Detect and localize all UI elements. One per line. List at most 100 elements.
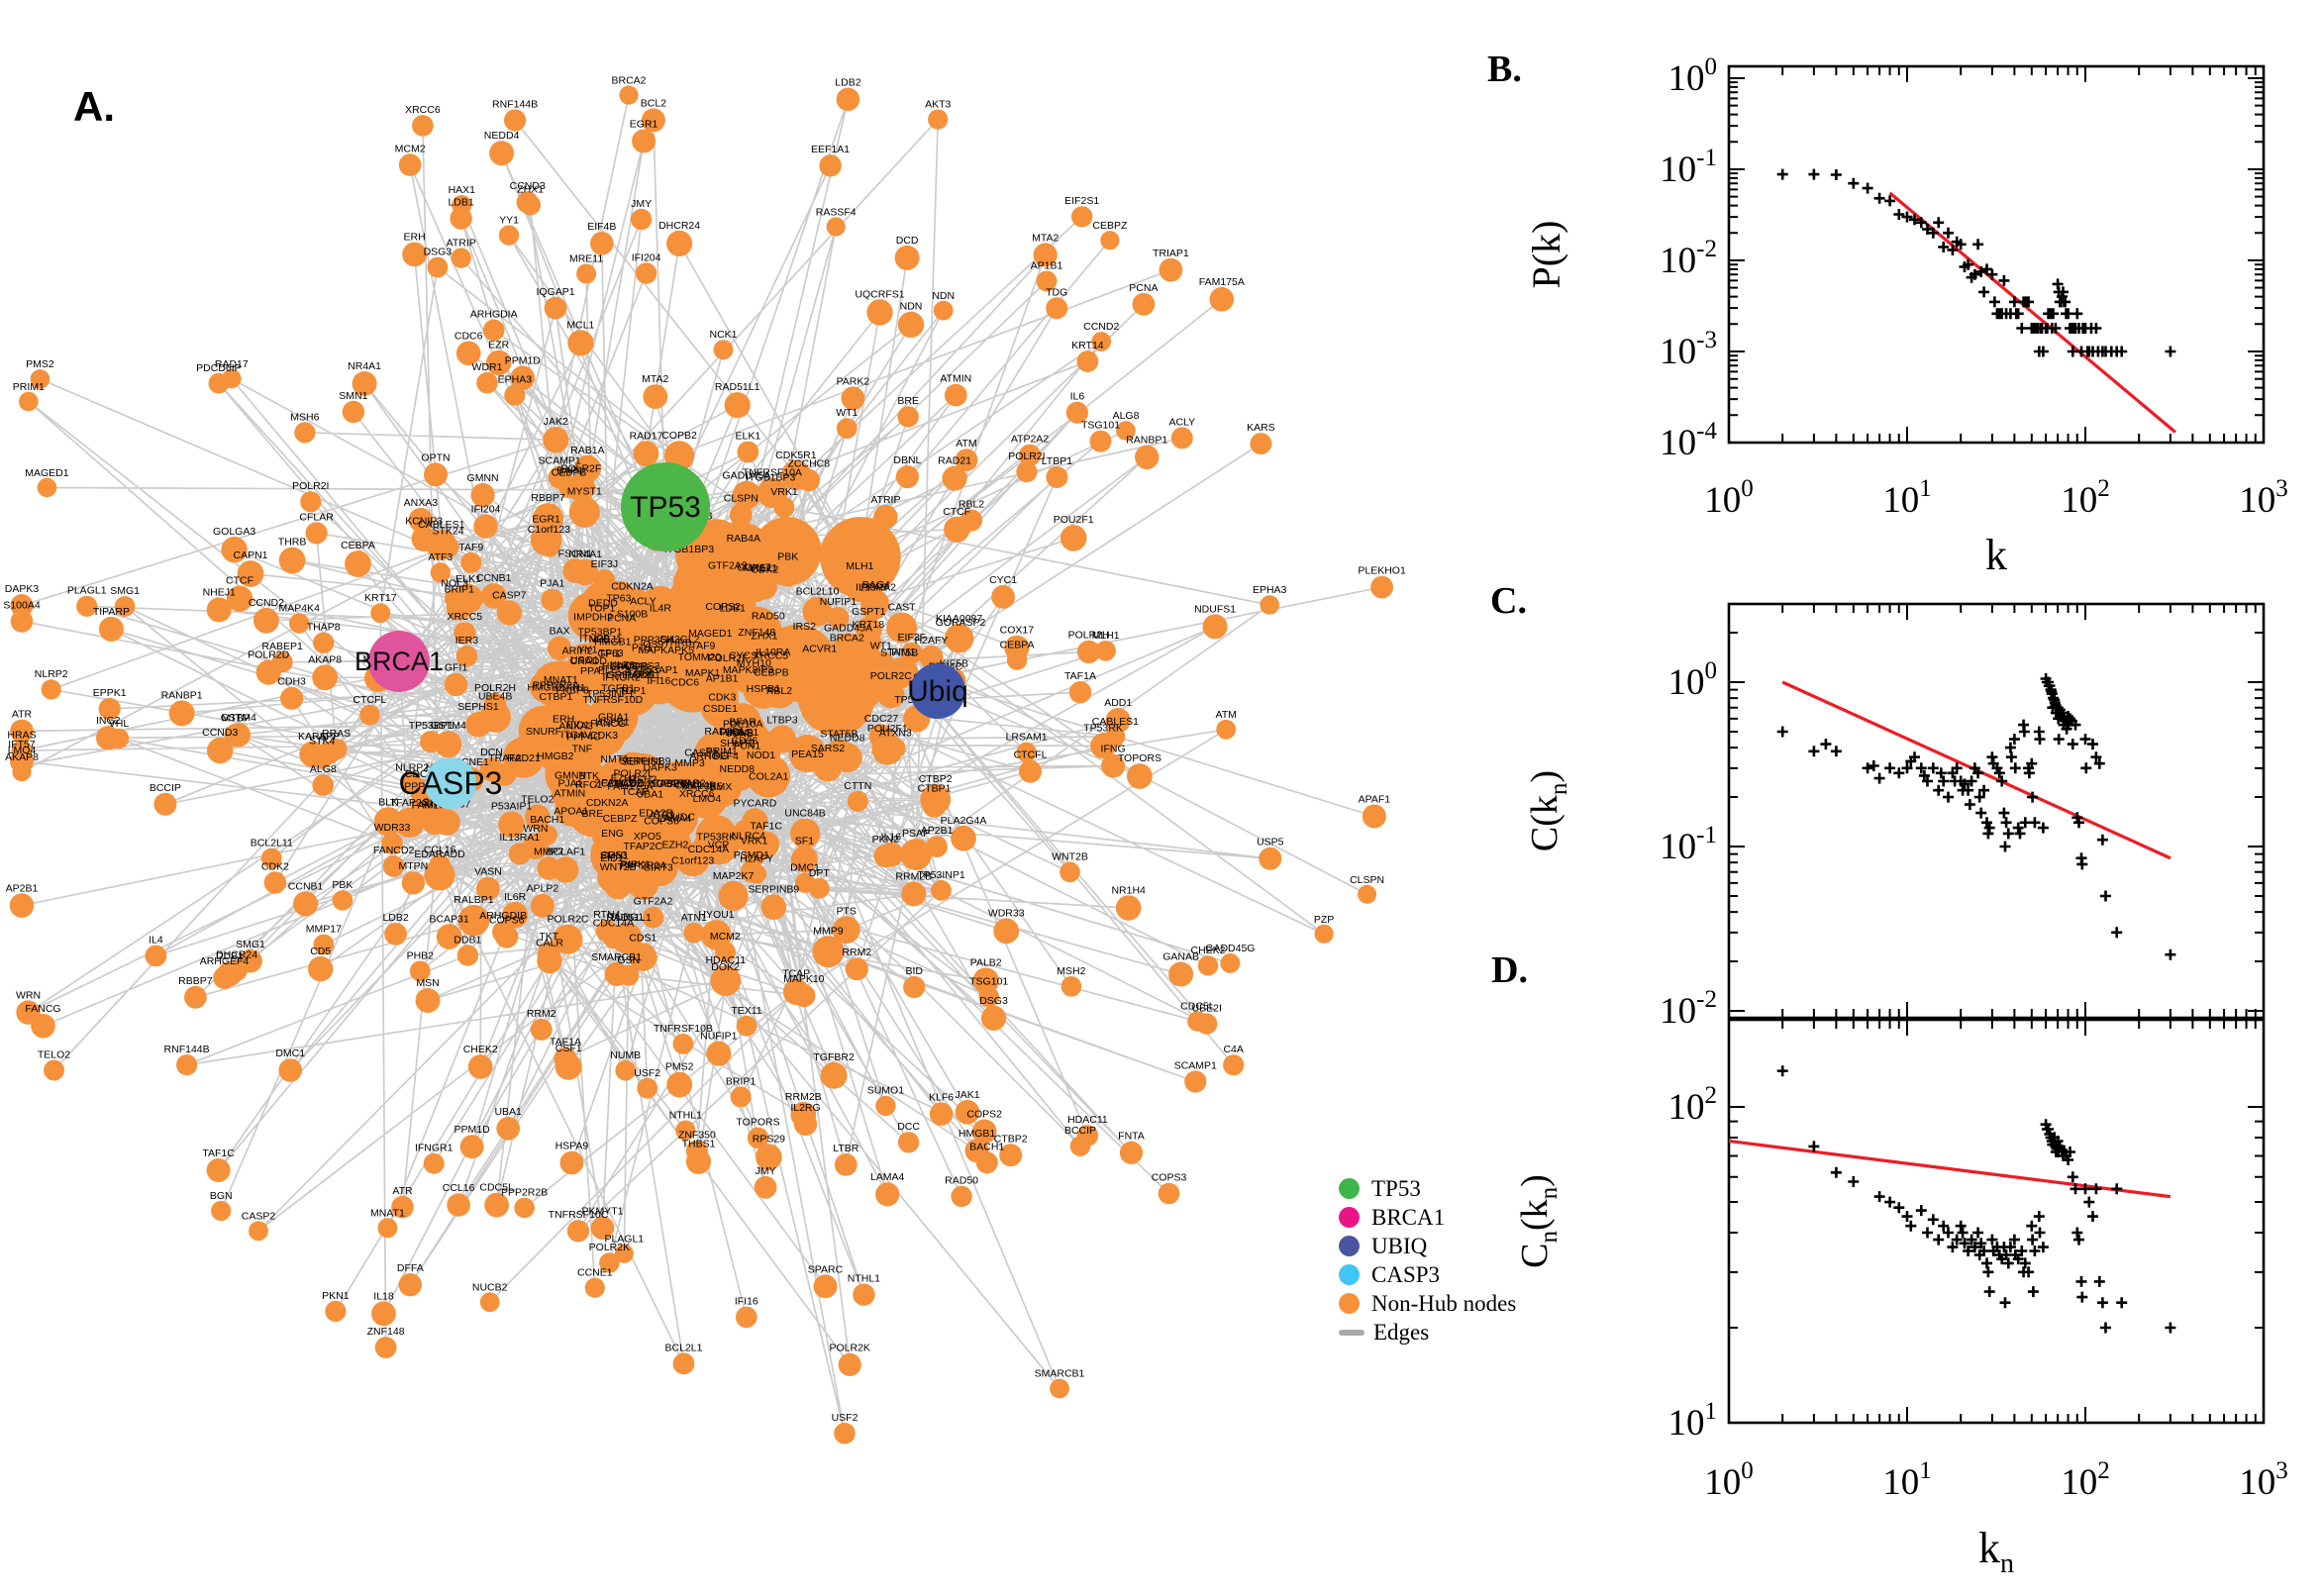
network-node bbox=[832, 916, 860, 945]
network-node-label: GRIA1 bbox=[598, 712, 630, 724]
network-node-label: MAP3K5 bbox=[681, 781, 723, 793]
network-node-label: POU2F1 bbox=[867, 723, 908, 735]
network-node-label: HRAS bbox=[7, 730, 36, 742]
network-node-label: RAD50 bbox=[752, 611, 785, 623]
network-node bbox=[895, 465, 920, 489]
network-node bbox=[1006, 649, 1028, 670]
network-node-label: CRADD bbox=[570, 655, 608, 667]
network-node-label: UBA1 bbox=[637, 789, 664, 801]
network-node bbox=[736, 1306, 758, 1329]
network-node bbox=[398, 1273, 422, 1297]
network-node-label: DBNL bbox=[893, 454, 921, 466]
network-node-label: TDG bbox=[1046, 286, 1067, 298]
network-node-label: RAB1A bbox=[570, 445, 604, 456]
network-node bbox=[566, 1220, 590, 1243]
network-node bbox=[955, 449, 978, 471]
network-node-label: ZCCHC8 bbox=[594, 778, 637, 790]
network-node-label: COPS6 bbox=[489, 914, 525, 926]
network-node-label: FCN1 bbox=[734, 740, 761, 751]
network-node-label: VCP bbox=[708, 839, 730, 850]
network-node bbox=[415, 988, 441, 1013]
network-node bbox=[718, 708, 766, 756]
network-node-label: MLH1 bbox=[1092, 630, 1120, 642]
network-node-label: EZH2 bbox=[661, 840, 688, 851]
network-node-label: MNAT1 bbox=[544, 674, 578, 686]
network-node-label: ANXA3 bbox=[404, 497, 439, 509]
network-node-label: GSN bbox=[617, 954, 640, 966]
network-node bbox=[436, 924, 462, 949]
network-node-label: HCLS1 bbox=[725, 727, 758, 739]
network-node bbox=[544, 296, 567, 320]
network-node bbox=[447, 1193, 470, 1217]
network-node-label: TAF9 bbox=[458, 542, 483, 553]
network-node bbox=[423, 1152, 445, 1174]
network-node-label: LTBP3 bbox=[766, 715, 797, 727]
network-node-label: CDC14A bbox=[688, 844, 729, 855]
network-node-label: CYC1 bbox=[989, 574, 1017, 586]
network-node bbox=[1091, 332, 1112, 351]
network-node-label: HSPB1 bbox=[595, 717, 630, 729]
network-node-label: TGFB1 bbox=[601, 682, 635, 694]
network-node bbox=[217, 961, 243, 987]
network-node bbox=[897, 311, 925, 339]
network-node bbox=[845, 957, 868, 981]
network-node-label: AP2B1 bbox=[6, 882, 39, 894]
network-node-label: MMP7 bbox=[534, 846, 563, 857]
network-node-label: PTS bbox=[836, 905, 856, 917]
network-node-label: JMY bbox=[756, 1165, 776, 1177]
network-node bbox=[1060, 525, 1087, 551]
network-node bbox=[525, 804, 551, 830]
network-node bbox=[672, 1034, 694, 1054]
network-node-label: MCM2 bbox=[710, 931, 741, 943]
network-node-label: TOPORS bbox=[736, 1117, 779, 1129]
network-node-label: PARK2 bbox=[837, 375, 870, 387]
network-node-label: IQGAP1 bbox=[536, 286, 574, 298]
network-node bbox=[1101, 753, 1126, 778]
network-node bbox=[759, 482, 781, 504]
network-node-label: VHL bbox=[109, 718, 130, 730]
network-node-label: CDS1 bbox=[633, 669, 660, 681]
network-node-label: TNFRSF10A bbox=[743, 467, 802, 479]
network-node-label: BLK bbox=[378, 796, 398, 808]
network-node bbox=[538, 739, 572, 772]
network-node-label: MMP17 bbox=[306, 924, 342, 936]
network-node-label: VRK1 bbox=[741, 835, 768, 847]
network-node bbox=[599, 1252, 620, 1273]
network-node-label: BTK bbox=[579, 770, 599, 782]
network-node-label: RAD17 bbox=[630, 430, 663, 442]
network-node bbox=[278, 1058, 303, 1082]
network-node-label: MAP2K7 bbox=[713, 870, 755, 882]
network-node bbox=[457, 904, 490, 937]
network-node-label: CEBPB bbox=[754, 667, 789, 679]
axis-ticks bbox=[1728, 66, 2265, 444]
network-node bbox=[370, 603, 391, 624]
network-node bbox=[630, 208, 653, 231]
network-node-label: COPS2 bbox=[966, 1109, 1002, 1121]
network-node bbox=[41, 679, 61, 700]
network-node-label: XRCC5 bbox=[754, 649, 789, 661]
network-node bbox=[10, 594, 34, 618]
network-node bbox=[401, 871, 426, 895]
network-node-label: ARIH2 bbox=[562, 645, 593, 656]
network-node bbox=[944, 624, 974, 653]
network-node-label: RAD51L1 bbox=[715, 381, 760, 393]
network-node bbox=[619, 85, 639, 105]
network-node-label: BCL2 bbox=[641, 97, 666, 109]
network-node bbox=[718, 880, 749, 912]
network-node bbox=[263, 871, 287, 894]
network-node bbox=[715, 972, 736, 993]
network-node bbox=[696, 639, 724, 666]
network-node-label: TAF9 bbox=[690, 641, 715, 652]
network-node-label: BCL2L1 bbox=[665, 1342, 703, 1353]
legend-label: BRCA1 bbox=[1371, 1204, 1446, 1230]
network-node-label: CTCFL bbox=[353, 694, 386, 706]
legend-label: CASP3 bbox=[1371, 1261, 1441, 1287]
network-node bbox=[747, 1127, 769, 1149]
network-node bbox=[894, 245, 920, 270]
network-node-label: PHB2 bbox=[407, 950, 435, 962]
network-node-label: GSPT1 bbox=[852, 606, 886, 618]
network-node-label: GORASP2 bbox=[936, 617, 986, 629]
network-node-label: PIM1 bbox=[891, 647, 916, 658]
network-node-label: IL6 bbox=[1070, 391, 1085, 403]
network-node-label: LAMA4 bbox=[870, 1171, 905, 1183]
